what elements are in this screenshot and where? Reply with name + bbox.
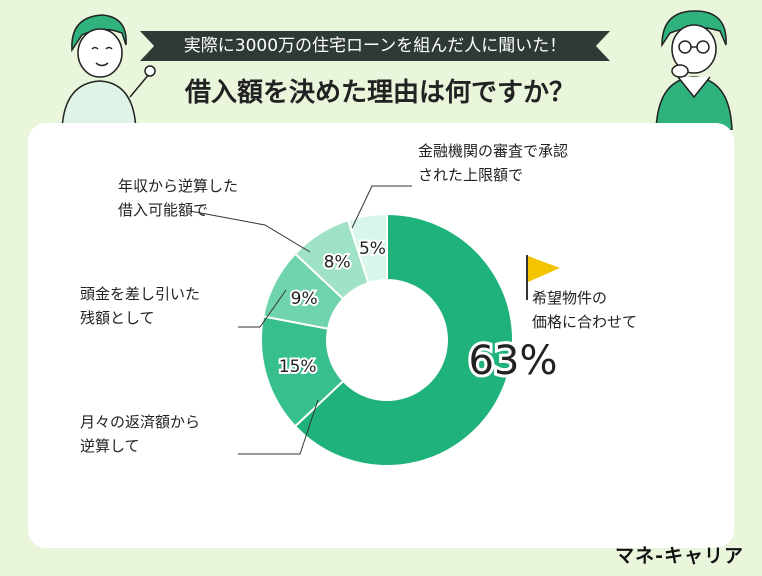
- leader-line-monthly-repayment: [238, 399, 319, 455]
- value-label-price-match: 63%: [469, 338, 558, 384]
- person-left-illustration: [61, 14, 156, 130]
- page-title: 借入額を決めた理由は何ですか？: [184, 78, 575, 108]
- label-monthly-repayment-line1: 月々の返済額から: [80, 413, 201, 431]
- label-down-payment-line2: 残額として: [80, 309, 155, 327]
- label-monthly-repayment: 月々の返済額から 逆算して: [80, 410, 200, 458]
- slice-price-match: [293, 212, 514, 467]
- person-right-illustration: [655, 10, 733, 130]
- label-down-payment-line1: 頭金を差し引いた: [80, 285, 201, 303]
- label-annual-income-line2: 借入可能額で: [118, 201, 209, 219]
- flag-icon: [526, 255, 560, 300]
- leader-line-annual-income: [189, 210, 311, 253]
- leader-line-bank-approval: [351, 185, 412, 229]
- leader-line-down-payment: [238, 289, 287, 328]
- label-price-match-line1: 希望物件の: [532, 289, 608, 307]
- header-banner: 実際に3000万の住宅ローンを組んだ人に聞いた！: [140, 31, 610, 61]
- value-label-bank-approval: 5%: [359, 239, 386, 259]
- label-annual-income: 年収から逆算した 借入可能額で: [118, 174, 238, 222]
- label-bank-approval-line1: 金融機関の審査で承認: [418, 142, 569, 160]
- label-price-match: 希望物件の 価格に合わせて: [532, 286, 637, 334]
- value-label-down-payment: 9%: [291, 289, 318, 309]
- label-price-match-line2: 価格に合わせて: [532, 313, 638, 331]
- label-bank-approval-line2: された上限額で: [418, 166, 524, 184]
- chart-card: [28, 123, 734, 548]
- slice-bank-approval: [346, 212, 388, 285]
- label-bank-approval: 金融機関の審査で承認 された上限額で: [418, 139, 568, 187]
- label-monthly-repayment-line2: 逆算して: [80, 437, 140, 455]
- value-label-monthly-repayment: 15%: [279, 357, 317, 377]
- brand-logo: マネ-キャリア: [615, 545, 744, 567]
- label-annual-income-line1: 年収から逆算した: [118, 177, 239, 195]
- label-down-payment: 頭金を差し引いた 残額として: [80, 282, 200, 330]
- value-label-annual-income: 8%: [324, 252, 351, 272]
